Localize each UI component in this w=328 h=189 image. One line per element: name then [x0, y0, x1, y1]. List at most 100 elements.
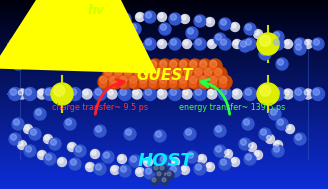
Circle shape [58, 90, 63, 95]
Circle shape [220, 76, 227, 83]
Circle shape [37, 89, 47, 99]
Circle shape [184, 128, 196, 140]
Circle shape [102, 27, 114, 39]
Circle shape [312, 38, 324, 50]
Circle shape [74, 33, 86, 45]
Circle shape [140, 60, 147, 67]
Circle shape [26, 146, 31, 152]
Circle shape [198, 75, 212, 89]
Circle shape [215, 126, 221, 132]
Circle shape [120, 166, 127, 172]
Circle shape [277, 59, 283, 65]
Text: GUEST: GUEST [137, 68, 193, 84]
Circle shape [120, 76, 127, 83]
Circle shape [232, 23, 236, 28]
Circle shape [119, 81, 127, 88]
Circle shape [183, 90, 188, 95]
Circle shape [283, 89, 293, 99]
Circle shape [186, 27, 198, 39]
Circle shape [254, 150, 262, 160]
Circle shape [155, 131, 161, 137]
Circle shape [179, 64, 187, 71]
Circle shape [44, 23, 56, 35]
Circle shape [19, 141, 23, 146]
Circle shape [157, 40, 167, 49]
Circle shape [199, 81, 207, 88]
Circle shape [195, 89, 202, 95]
Circle shape [135, 12, 145, 22]
Circle shape [17, 89, 27, 99]
Circle shape [274, 146, 279, 152]
Circle shape [206, 163, 215, 171]
Circle shape [119, 64, 127, 71]
Circle shape [258, 40, 263, 45]
Circle shape [17, 37, 27, 46]
Circle shape [245, 24, 252, 30]
Circle shape [170, 89, 176, 95]
Circle shape [19, 40, 23, 45]
Circle shape [169, 38, 181, 50]
Circle shape [170, 81, 176, 88]
Circle shape [165, 73, 172, 80]
Circle shape [46, 24, 51, 30]
Circle shape [208, 75, 222, 89]
Circle shape [233, 40, 241, 49]
Circle shape [108, 59, 122, 73]
Circle shape [29, 128, 41, 140]
Circle shape [188, 75, 202, 89]
Circle shape [71, 159, 76, 165]
Circle shape [95, 39, 101, 45]
Circle shape [159, 81, 167, 88]
Circle shape [239, 40, 251, 52]
Circle shape [39, 30, 43, 35]
Circle shape [24, 88, 36, 101]
Circle shape [243, 119, 250, 125]
Circle shape [111, 15, 119, 23]
Circle shape [118, 59, 132, 73]
Circle shape [273, 89, 280, 95]
Circle shape [104, 28, 110, 34]
Circle shape [69, 143, 73, 148]
Circle shape [108, 75, 122, 89]
Circle shape [144, 38, 156, 50]
Circle shape [83, 40, 92, 49]
Circle shape [160, 76, 167, 83]
Circle shape [54, 85, 65, 96]
Circle shape [160, 156, 167, 162]
Circle shape [26, 32, 31, 38]
Circle shape [193, 67, 207, 81]
Circle shape [259, 48, 271, 60]
Circle shape [205, 68, 212, 75]
Circle shape [99, 81, 107, 88]
Circle shape [200, 60, 207, 67]
Circle shape [219, 81, 227, 88]
Circle shape [173, 67, 187, 81]
Circle shape [145, 73, 152, 80]
Circle shape [150, 60, 157, 67]
Circle shape [75, 34, 81, 40]
Circle shape [159, 13, 163, 18]
Circle shape [249, 143, 253, 148]
Circle shape [260, 85, 271, 96]
Circle shape [160, 166, 164, 170]
Circle shape [51, 41, 56, 47]
Circle shape [312, 88, 324, 101]
Circle shape [188, 28, 194, 34]
Circle shape [39, 40, 43, 45]
Circle shape [152, 178, 156, 182]
Circle shape [75, 146, 81, 152]
Circle shape [120, 14, 127, 20]
Circle shape [9, 43, 21, 55]
Circle shape [233, 90, 238, 95]
Circle shape [190, 81, 196, 88]
Circle shape [9, 133, 21, 145]
Circle shape [260, 49, 266, 55]
Circle shape [31, 49, 36, 55]
Circle shape [208, 59, 222, 73]
Circle shape [186, 151, 198, 163]
Circle shape [156, 171, 164, 179]
Circle shape [171, 166, 176, 172]
Circle shape [129, 155, 141, 167]
Circle shape [146, 12, 152, 18]
Circle shape [57, 40, 67, 49]
